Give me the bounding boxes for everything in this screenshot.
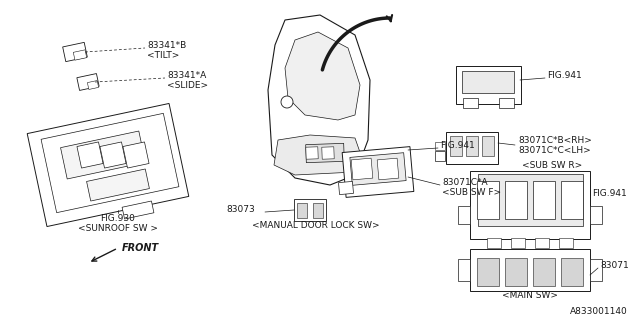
Text: FIG.941: FIG.941 (440, 140, 475, 149)
Polygon shape (100, 142, 126, 168)
Polygon shape (274, 135, 362, 175)
Text: 83071C*B<RH>: 83071C*B<RH> (518, 135, 592, 145)
Polygon shape (122, 201, 154, 219)
Text: 83341*B: 83341*B (147, 41, 186, 50)
Polygon shape (511, 238, 525, 248)
Polygon shape (377, 158, 399, 180)
Polygon shape (462, 71, 514, 93)
Circle shape (281, 96, 293, 108)
Polygon shape (313, 203, 323, 218)
Polygon shape (63, 42, 87, 62)
Polygon shape (351, 158, 373, 180)
Text: 83071C*C<LH>: 83071C*C<LH> (518, 146, 591, 155)
Polygon shape (61, 131, 145, 179)
Polygon shape (339, 181, 353, 195)
Text: FIG.941: FIG.941 (547, 70, 582, 79)
Polygon shape (456, 66, 520, 104)
Text: FRONT: FRONT (122, 243, 159, 253)
Polygon shape (559, 238, 573, 248)
Text: <SUNROOF SW >: <SUNROOF SW > (78, 223, 158, 233)
Text: <MANUAL DOOR LOCK SW>: <MANUAL DOOR LOCK SW> (252, 220, 380, 229)
Polygon shape (590, 259, 602, 281)
Polygon shape (88, 81, 99, 90)
Polygon shape (533, 181, 555, 219)
Polygon shape (482, 136, 494, 156)
Polygon shape (561, 258, 583, 286)
Polygon shape (466, 136, 478, 156)
Text: <MAIN SW>: <MAIN SW> (502, 291, 558, 300)
Polygon shape (77, 142, 103, 168)
Polygon shape (268, 15, 370, 185)
Polygon shape (41, 113, 179, 213)
Polygon shape (477, 181, 499, 219)
Polygon shape (306, 143, 344, 163)
Text: 83071: 83071 (600, 261, 628, 270)
Text: 83341*A: 83341*A (167, 70, 206, 79)
Text: FIG.941: FIG.941 (592, 188, 627, 197)
Polygon shape (77, 74, 99, 91)
Polygon shape (294, 199, 326, 221)
Polygon shape (470, 171, 590, 239)
Polygon shape (74, 50, 86, 60)
Polygon shape (458, 206, 470, 224)
Polygon shape (322, 147, 334, 159)
Text: <TILT>: <TILT> (147, 51, 179, 60)
Polygon shape (487, 238, 501, 248)
Text: FIG.930: FIG.930 (100, 213, 136, 222)
Text: 83071C*A: 83071C*A (442, 178, 488, 187)
Polygon shape (446, 132, 498, 164)
Polygon shape (505, 258, 527, 286)
Polygon shape (350, 153, 406, 185)
Polygon shape (342, 147, 414, 197)
Polygon shape (458, 259, 470, 281)
Polygon shape (499, 98, 513, 108)
Polygon shape (306, 147, 318, 159)
Text: 83073: 83073 (227, 204, 255, 213)
Polygon shape (463, 98, 477, 108)
Polygon shape (297, 203, 307, 218)
Text: A833001140: A833001140 (570, 308, 628, 316)
Text: <SUB SW R>: <SUB SW R> (522, 161, 582, 170)
Polygon shape (505, 181, 527, 219)
Polygon shape (28, 103, 189, 227)
Polygon shape (123, 142, 149, 168)
Polygon shape (561, 181, 583, 219)
Polygon shape (477, 258, 499, 286)
Polygon shape (533, 258, 555, 286)
Polygon shape (285, 32, 360, 120)
Polygon shape (535, 238, 549, 248)
Text: <SUB SW F>: <SUB SW F> (442, 188, 501, 196)
Polygon shape (435, 142, 445, 150)
Polygon shape (477, 174, 582, 226)
Text: <SLIDE>: <SLIDE> (167, 81, 208, 90)
Polygon shape (470, 249, 590, 291)
Polygon shape (450, 136, 462, 156)
Polygon shape (590, 206, 602, 224)
Polygon shape (435, 151, 445, 161)
Polygon shape (86, 169, 149, 201)
